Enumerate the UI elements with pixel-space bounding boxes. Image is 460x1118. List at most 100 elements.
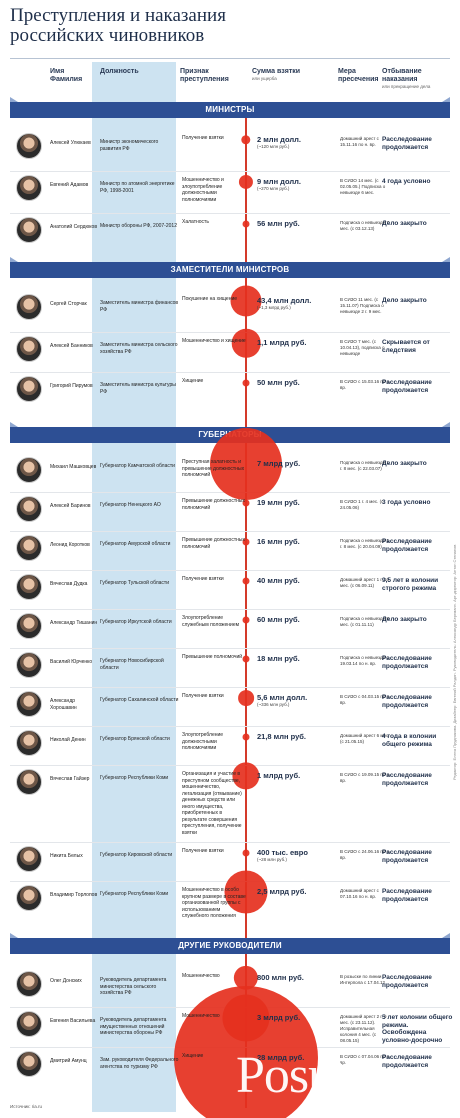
row-separator	[10, 570, 450, 571]
person-name: Алексей Баринов	[50, 503, 91, 509]
table-row: Никита Белых Губернатор Кировской области…	[10, 844, 450, 880]
portrait-icon	[16, 885, 42, 911]
title-rule	[10, 58, 450, 59]
sum-alt: (~28 млн руб.)	[257, 857, 287, 862]
table-row: Владимир Торлопов Губернатор Республики К…	[10, 883, 450, 919]
sum-axis-line	[245, 118, 247, 1108]
person-position: Губернатор Амурской области	[100, 541, 171, 547]
portrait-icon	[16, 846, 42, 872]
person-name: Леонид Коротков	[50, 542, 90, 548]
crime-type: Мошенничество и хищение	[182, 338, 246, 344]
sum-cell: 7 млрд руб.	[257, 460, 317, 468]
sum-bubble	[224, 870, 268, 914]
person-position: Губернатор Иркутской области	[100, 619, 172, 625]
sum-value: 2,5 млрд руб.	[257, 887, 307, 896]
table-row: Александр Тишанин Губернатор Иркутской об…	[10, 611, 450, 647]
sum-cell: 56 млн руб.	[257, 220, 317, 228]
serving-text: Расследование продолжается	[382, 694, 432, 709]
serving-text: Расследование продолжается	[382, 136, 432, 151]
portrait-icon	[16, 294, 42, 320]
sum-value: 800 млн руб.	[257, 973, 304, 982]
row-separator	[10, 842, 450, 843]
portrait-icon	[16, 769, 42, 795]
sum-value: 18 млн руб.	[257, 654, 300, 663]
portrait-icon	[16, 457, 42, 483]
serving-text: 3 года условно	[382, 499, 431, 506]
person-position: Губернатор Тульской области	[100, 580, 170, 586]
measure-text: Подписка о невыезде с 19.03.14 по н. вр.	[340, 655, 389, 666]
sum-value: 43,4 млн долл.	[257, 296, 312, 305]
measure-text: В розыске по линии Интерпола с 17.04.12	[340, 974, 385, 985]
sum-cell: 2,5 млрд руб.	[257, 888, 317, 896]
person-position: Министр по атомной энергетике РФ, 1998-2…	[100, 181, 175, 194]
sum-cell: 1,1 млрд руб.	[257, 339, 317, 347]
crime-type: Получение взятки	[182, 848, 224, 854]
sum-cell: 3 млрд руб.	[257, 1014, 317, 1022]
portrait-icon	[16, 971, 42, 997]
sum-bubble	[242, 616, 250, 624]
sum-value: 50 млн руб.	[257, 378, 300, 387]
watermark-logo: Posuta.ru	[236, 1047, 423, 1104]
sum-value: 2 млн долл.	[257, 135, 301, 144]
section-band: МИНИСТРЫ	[10, 97, 450, 118]
measure-text: Подписка о невыезде 1 г. 8 мес. (с 22.03…	[340, 460, 389, 471]
person-position: Губернатор Брянской области	[100, 736, 170, 742]
sum-value: 7 млрд руб.	[257, 459, 301, 468]
table-row: Григорий Пирумов Заместитель министра кул…	[10, 374, 450, 410]
portrait-icon	[16, 1051, 42, 1077]
table-row: Сергей Сторчак Заместитель министра финан…	[10, 292, 450, 328]
serving-text: Дело закрыто	[382, 297, 427, 304]
sum-value: 1 млрд руб.	[257, 771, 301, 780]
sum-value: 21,8 млн руб.	[257, 732, 306, 741]
position-column-bg	[92, 62, 176, 1112]
sum-cell: 400 тыс. евро (~28 млн руб.)	[257, 849, 317, 863]
serving-text: Расследование продолжается	[382, 974, 432, 989]
person-position: Губернатор Ненецкого АО	[100, 502, 161, 508]
table-row: Алексей Банников Заместитель министра сел…	[10, 334, 450, 370]
sum-cell: 1 млрд руб.	[257, 772, 317, 780]
measure-text: В СИЗО 7 мес. (с 10.04.13), подписка о н…	[340, 339, 385, 356]
title-line-2: российских чиновников	[10, 25, 205, 46]
person-name: Вячеслав Дудка	[50, 581, 88, 587]
person-position: Руководитель департамента имущественных …	[100, 1017, 167, 1036]
crime-type: Злоупотребление должностными полномочиям…	[182, 732, 224, 751]
portrait-icon	[16, 175, 42, 201]
sum-bubble	[242, 538, 250, 546]
header-measure: Мера пресечения	[338, 68, 379, 83]
sum-bubble	[210, 428, 282, 500]
crime-type: Мошенничество	[182, 1013, 220, 1019]
table-row: Алексей Улюкаев Министр экономического ра…	[10, 131, 450, 167]
measure-text: В СИЗО с 04.03.15 по н. вр.	[340, 694, 391, 705]
measure-text: В СИЗО 11 мес. (с 15.11.07) Подписка о н…	[340, 297, 384, 314]
sum-bubble	[174, 986, 318, 1118]
sum-bubble	[242, 220, 250, 228]
measure-text: Домашний арест с 15.11.16 по н. вр.	[340, 136, 379, 147]
person-name: Александр Тишанин	[50, 620, 98, 626]
sum-bubble	[230, 285, 262, 317]
measure-text: Подписка о невыезде 8 мес. (с 01.11.11)	[340, 616, 389, 627]
sum-alt: (~270 млн руб.)	[257, 186, 290, 191]
table-row: Евгения Васильева Руководитель департамен…	[10, 1009, 452, 1045]
serving-text: Расследование продолжается	[382, 849, 432, 864]
serving-text: Дело закрыто	[382, 460, 427, 467]
page-title: Преступления и наказания российских чино…	[10, 6, 226, 46]
person-position: Министр экономического развития РФ	[100, 139, 159, 152]
sum-bubble	[238, 174, 254, 190]
measure-text: Подписка о невыезде 7 мес. (с 03.12.13)	[340, 220, 389, 231]
sum-value: 40 млн руб.	[257, 576, 300, 585]
person-position: Губернатор Камчатской области	[100, 463, 175, 469]
table-row: Олег Донских Руководитель департамента ми…	[10, 969, 450, 1005]
sum-cell: 28 млрд руб.	[257, 1054, 317, 1062]
header-sum-sub: или ущерба	[252, 76, 277, 81]
person-name: Вячеслав Гайзер	[50, 776, 90, 782]
row-separator	[10, 531, 450, 532]
section-band: ДРУГИЕ РУКОВОДИТЕЛИ	[10, 933, 450, 954]
measure-text: В СИЗО с 15.03.16 по н. вр.	[340, 379, 391, 390]
table-row: Александр Хорошавин Губернатор Сахалинско…	[10, 689, 450, 725]
portrait-icon	[16, 1011, 42, 1037]
row-separator	[10, 609, 450, 610]
header-serving-label: Отбывание наказания	[382, 68, 422, 83]
person-position: Губернатор Новосибирской области	[100, 658, 164, 671]
person-name: Сергей Сторчак	[50, 301, 87, 307]
serving-text: 4 года в колонии общего режима	[382, 733, 437, 748]
